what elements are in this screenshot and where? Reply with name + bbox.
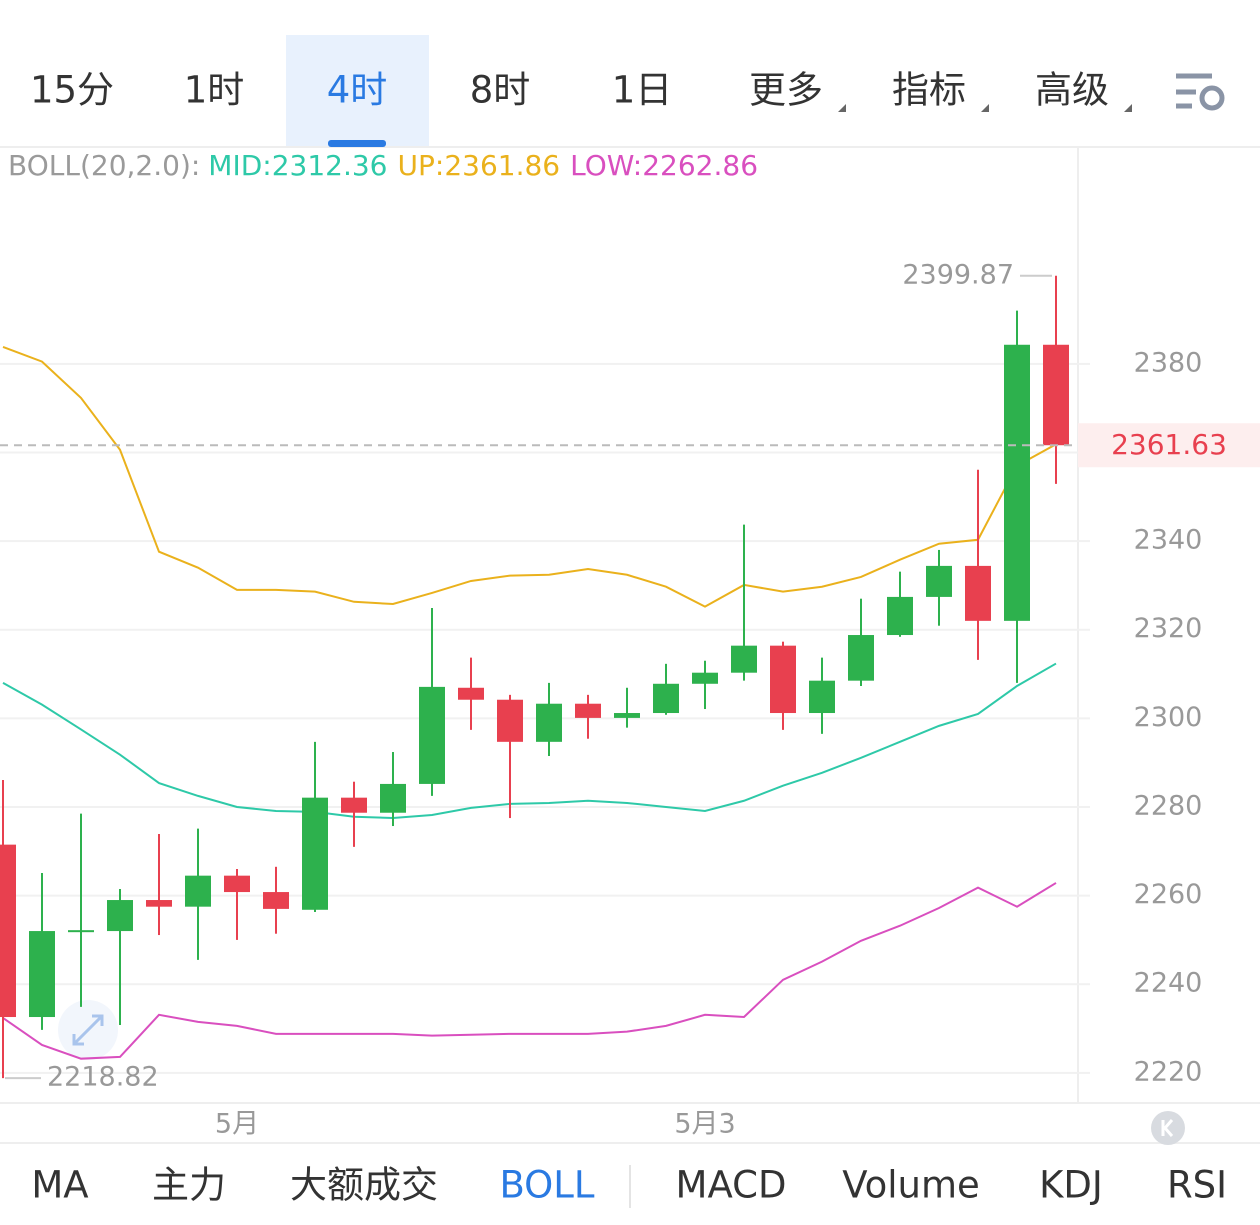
y-tick-label: 2240 — [1134, 968, 1203, 999]
candle-body — [341, 797, 367, 813]
indicator-tab[interactable]: MA — [31, 1164, 88, 1207]
candle-body — [614, 713, 640, 718]
top-tab[interactable]: 1日 — [612, 69, 673, 112]
indicator-tab[interactable]: RSI — [1167, 1164, 1227, 1207]
y-tick-label: 2280 — [1134, 790, 1203, 821]
collapse-button[interactable] — [1151, 1111, 1185, 1145]
x-tick-label: 5月3 — [674, 1109, 735, 1140]
max-label: 2399.87 — [902, 259, 1014, 290]
candle-body — [536, 703, 562, 742]
y-tick-label: 2320 — [1134, 613, 1203, 644]
collapse-glyph — [1161, 1119, 1174, 1137]
expand-button[interactable] — [58, 1000, 118, 1060]
top-tab[interactable]: 4时 — [327, 69, 388, 112]
indicator-label: BOLL(20,2.0): — [8, 149, 200, 182]
y-tick-label: 2300 — [1134, 702, 1203, 733]
indicator-tab[interactable]: Volume — [842, 1164, 980, 1207]
candle-body — [185, 875, 211, 907]
min-label: 2218.82 — [47, 1062, 159, 1093]
indicator-tab[interactable]: MACD — [676, 1164, 787, 1207]
last-price-label: 2361.63 — [1111, 428, 1227, 461]
candle-body — [692, 672, 718, 684]
candle-body — [497, 699, 523, 742]
candle-body — [731, 645, 757, 673]
candle-body — [575, 703, 601, 718]
candle-body — [848, 635, 874, 681]
dropdown-arrow — [838, 104, 846, 112]
candle-body — [770, 645, 796, 714]
y-tick-label: 2340 — [1134, 525, 1203, 556]
candle-body — [926, 565, 952, 597]
candle-body — [29, 931, 55, 1018]
band-line — [2, 882, 1057, 1060]
candle-body — [107, 900, 133, 932]
band-line — [2, 346, 1057, 608]
indicator-tab[interactable]: 主力 — [152, 1164, 226, 1207]
indicator-legend: BOLL(20,2.0): MID:2312.36 UP:2361.86 LOW:22… — [8, 149, 758, 182]
icon-gear — [1199, 85, 1225, 111]
x-tick-label: 5月 — [215, 1109, 259, 1140]
candle-body — [965, 565, 991, 621]
candle-body — [0, 844, 16, 1018]
candle-body — [68, 930, 94, 933]
candle-body — [146, 900, 172, 907]
candle-body — [653, 683, 679, 714]
indicator-tab[interactable]: BOLL — [499, 1164, 594, 1207]
top-tab[interactable]: 高级 — [1035, 69, 1109, 112]
candle-body — [302, 797, 328, 910]
legend-entry: LOW:2262.86 — [570, 149, 758, 182]
candle-body — [419, 686, 445, 784]
legend-entry: UP:2361.86 — [398, 149, 561, 182]
candle-body — [887, 596, 913, 636]
settings-icon[interactable] — [1176, 73, 1225, 111]
top-tab[interactable]: 15分 — [30, 69, 114, 112]
y-tick-label: 2260 — [1134, 879, 1203, 910]
candle-body — [263, 892, 289, 909]
collapse-bg — [1151, 1111, 1185, 1145]
dropdown-arrow — [1124, 104, 1132, 112]
expand-glyph — [72, 1014, 104, 1046]
candle-body — [380, 783, 406, 813]
indicator-tab[interactable]: KDJ — [1039, 1164, 1103, 1207]
candle-body — [809, 680, 835, 714]
band-line — [2, 662, 1057, 820]
top-tab[interactable]: 指标 — [892, 69, 966, 112]
last-price-tag — [1078, 423, 1260, 468]
top-tab[interactable]: 8时 — [470, 69, 531, 112]
candle-body — [1004, 344, 1030, 621]
y-tick-label: 2380 — [1134, 347, 1203, 378]
indicator-tab[interactable]: 大额成交 — [290, 1164, 438, 1207]
candle-body — [224, 875, 250, 893]
candle-body — [1043, 344, 1069, 446]
dropdown-arrow — [981, 104, 989, 112]
selected-tab-indicator — [328, 140, 386, 147]
candle-body — [458, 687, 484, 700]
y-tick-label: 2220 — [1134, 1056, 1203, 1087]
top-tab[interactable]: 更多 — [749, 69, 823, 112]
top-tab[interactable]: 1时 — [184, 69, 245, 112]
selected-tab-bg — [286, 35, 429, 147]
legend-entry: MID:2312.36 — [208, 149, 387, 182]
